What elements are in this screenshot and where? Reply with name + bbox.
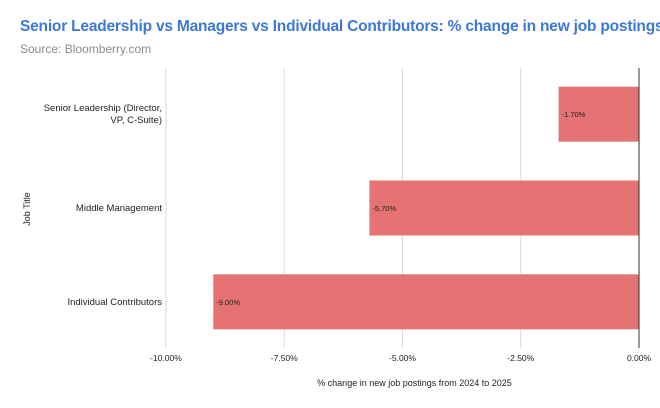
bar <box>558 86 639 142</box>
x-tick-label: -10.00% <box>150 353 182 363</box>
data-label: -1.70% <box>562 110 586 119</box>
x-tick-label: -5.00% <box>389 353 416 363</box>
x-tick-label: -2.50% <box>507 353 534 363</box>
y-axis-title: Job Title <box>22 192 32 226</box>
x-axis-title: % change in new job postings from 2024 t… <box>317 378 512 388</box>
bar <box>213 274 640 330</box>
data-label: -9.00% <box>216 298 240 307</box>
y-tick-label: Middle Management <box>76 203 162 214</box>
x-tick-label: -7.50% <box>271 353 298 363</box>
data-label: -5.70% <box>372 204 396 213</box>
bar <box>369 180 639 236</box>
y-tick-label: Individual Contributors <box>67 297 162 308</box>
y-tick-label: VP, C-Suite) <box>110 115 162 126</box>
y-tick-label: Senior Leadership (Director, <box>44 103 162 114</box>
chart-title: Senior Leadership vs Managers vs Individ… <box>20 18 660 35</box>
chart-subtitle: Source: Bloomberry.com <box>20 42 152 56</box>
x-tick-label: 0.00% <box>627 353 652 363</box>
